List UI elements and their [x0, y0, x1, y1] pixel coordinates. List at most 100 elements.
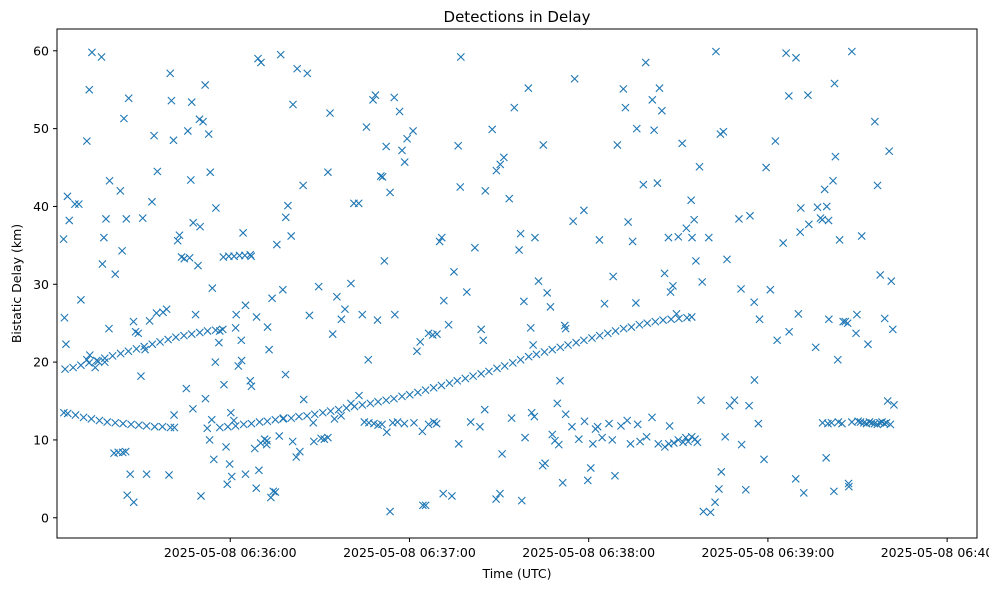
data-point [719, 127, 728, 136]
data-point [804, 220, 813, 229]
data-point [699, 507, 708, 516]
data-point [214, 338, 223, 347]
data-point [429, 383, 438, 392]
data-point [247, 382, 256, 391]
data-point [69, 363, 78, 372]
data-point [386, 188, 395, 197]
data-point [530, 412, 539, 421]
data-point [711, 498, 720, 507]
data-point [621, 103, 630, 112]
data-point [82, 137, 91, 146]
data-point [263, 417, 272, 426]
data-point [74, 200, 83, 209]
data-point [354, 199, 363, 208]
data-point [252, 484, 261, 493]
data-point [229, 416, 238, 425]
data-point [412, 347, 421, 356]
data-point [373, 316, 382, 325]
data-point [820, 185, 829, 194]
data-point [148, 340, 157, 349]
data-point [207, 415, 216, 424]
data-point [170, 423, 179, 432]
data-point [167, 96, 176, 105]
y-tick-label: 10 [33, 432, 49, 447]
data-point [435, 237, 444, 246]
data-point [138, 214, 147, 223]
data-point [206, 168, 215, 177]
data-point [382, 142, 391, 151]
data-point [714, 484, 723, 493]
x-tick-label: 2025-05-08 06:40:00 [881, 545, 989, 560]
data-point [773, 336, 782, 345]
data-point [779, 239, 788, 248]
data-point [303, 69, 312, 78]
data-point [610, 471, 619, 480]
data-point [737, 284, 746, 293]
data-point [541, 459, 550, 468]
data-point [203, 424, 212, 433]
data-point [824, 315, 833, 324]
data-point [833, 355, 842, 364]
data-point [760, 455, 769, 464]
data-point [116, 186, 125, 195]
data-point [750, 298, 759, 307]
data-point [418, 427, 427, 436]
data-point [660, 269, 669, 278]
data-point [252, 312, 261, 321]
data-point [762, 163, 771, 172]
data-point [854, 417, 863, 426]
data-point [183, 126, 192, 135]
data-point [234, 362, 243, 370]
data-point [796, 228, 805, 237]
data-point [492, 495, 501, 504]
data-point [437, 381, 446, 390]
data-point [152, 309, 161, 318]
data-point [294, 412, 303, 421]
data-point [572, 338, 581, 347]
x-tick-label: 2025-05-08 06:39:00 [702, 545, 835, 560]
data-point [469, 372, 478, 381]
data-point [654, 439, 663, 448]
data-point [254, 466, 263, 475]
data-point [609, 272, 618, 281]
data-point [272, 240, 281, 249]
data-point [299, 181, 308, 190]
data-point [794, 309, 803, 318]
data-point [305, 311, 314, 320]
data-point [564, 340, 573, 349]
data-point [782, 49, 791, 58]
data-point [211, 204, 220, 212]
data-point [619, 84, 628, 93]
data-point [262, 436, 271, 445]
data-point [405, 390, 414, 399]
data-point [454, 141, 463, 150]
data-point [314, 282, 323, 291]
data-point [340, 305, 349, 314]
data-point [885, 147, 894, 156]
data-point [390, 310, 399, 319]
data-point [201, 81, 210, 90]
data-point [698, 277, 707, 286]
data-point [626, 439, 635, 448]
data-point [63, 409, 72, 418]
data-point [337, 411, 346, 420]
data-point [76, 295, 85, 304]
data-point [498, 449, 507, 458]
data-point [150, 422, 159, 431]
data-point [691, 256, 700, 265]
data-point [310, 410, 319, 419]
data-point [195, 328, 204, 337]
data-point [616, 421, 625, 430]
data-point [136, 372, 145, 381]
data-point [750, 376, 759, 384]
data-point [526, 323, 535, 332]
data-point [803, 91, 812, 100]
data-point [456, 53, 465, 62]
data-point [185, 253, 194, 262]
data-point [382, 428, 391, 437]
data-point [122, 214, 131, 223]
data-point [439, 296, 448, 305]
data-point [829, 176, 838, 185]
data-point [791, 474, 800, 483]
chart-title: Detections in Delay [444, 8, 591, 26]
